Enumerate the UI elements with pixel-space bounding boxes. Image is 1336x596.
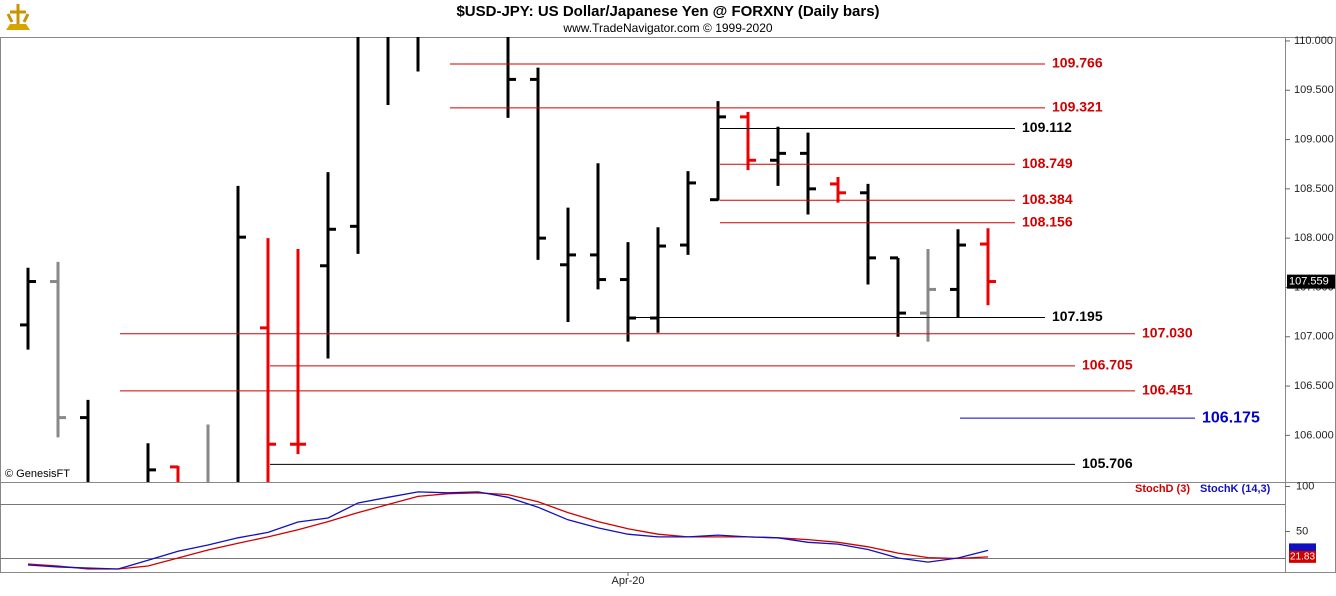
d-last-box: [1289, 550, 1316, 563]
chart-subtitle: www.TradeNavigator.com © 1999-2020: [562, 21, 772, 35]
logo: [6, 4, 30, 30]
level-label: 105.706: [1082, 455, 1133, 471]
level-label: 109.112: [1022, 119, 1072, 135]
level-label: 107.030: [1142, 325, 1193, 341]
price-plot: [20, 37, 996, 482]
level-label: 106.705: [1082, 357, 1133, 373]
level-label: 108.749: [1022, 155, 1073, 171]
legend-entry: StochD (3): [1135, 483, 1190, 495]
y-tick-label: 109.000: [1294, 133, 1334, 145]
level-label: 107.195: [1052, 308, 1103, 324]
y-tick-label: 108.000: [1294, 232, 1334, 244]
last-price-box: [1287, 274, 1335, 289]
level-label: 106.451: [1142, 382, 1193, 398]
stoch-line: [27, 491, 989, 570]
level-label: 108.384: [1022, 191, 1073, 207]
stoch-line: [27, 492, 989, 570]
last-price-label: 107.559: [1289, 276, 1329, 288]
watermark: © GenesisFT: [5, 468, 70, 480]
y-tick-label: 106.000: [1294, 429, 1334, 441]
level-label: 106.175: [1202, 409, 1260, 426]
d-last-label: 21.83: [1290, 551, 1315, 562]
y-tick-label: 100: [1296, 480, 1314, 492]
y-tick-label: 110.000: [1294, 35, 1333, 47]
legend-entry: StochK (14,3): [1200, 483, 1271, 495]
x-tick-label: Apr-20: [611, 575, 644, 587]
level-label: 109.321: [1052, 99, 1103, 115]
y-tick-label: 50: [1296, 525, 1308, 537]
y-tick-label: 109.500: [1294, 84, 1334, 96]
y-tick-label: 108.500: [1294, 183, 1334, 195]
chart-title: $USD-JPY: US Dollar/Japanese Yen @ FORXN…: [456, 3, 879, 20]
y-tick-label: 106.500: [1294, 380, 1334, 392]
level-label: 109.766: [1052, 55, 1103, 71]
level-label: 108.156: [1022, 213, 1073, 229]
y-tick-label: 107.000: [1294, 331, 1334, 343]
